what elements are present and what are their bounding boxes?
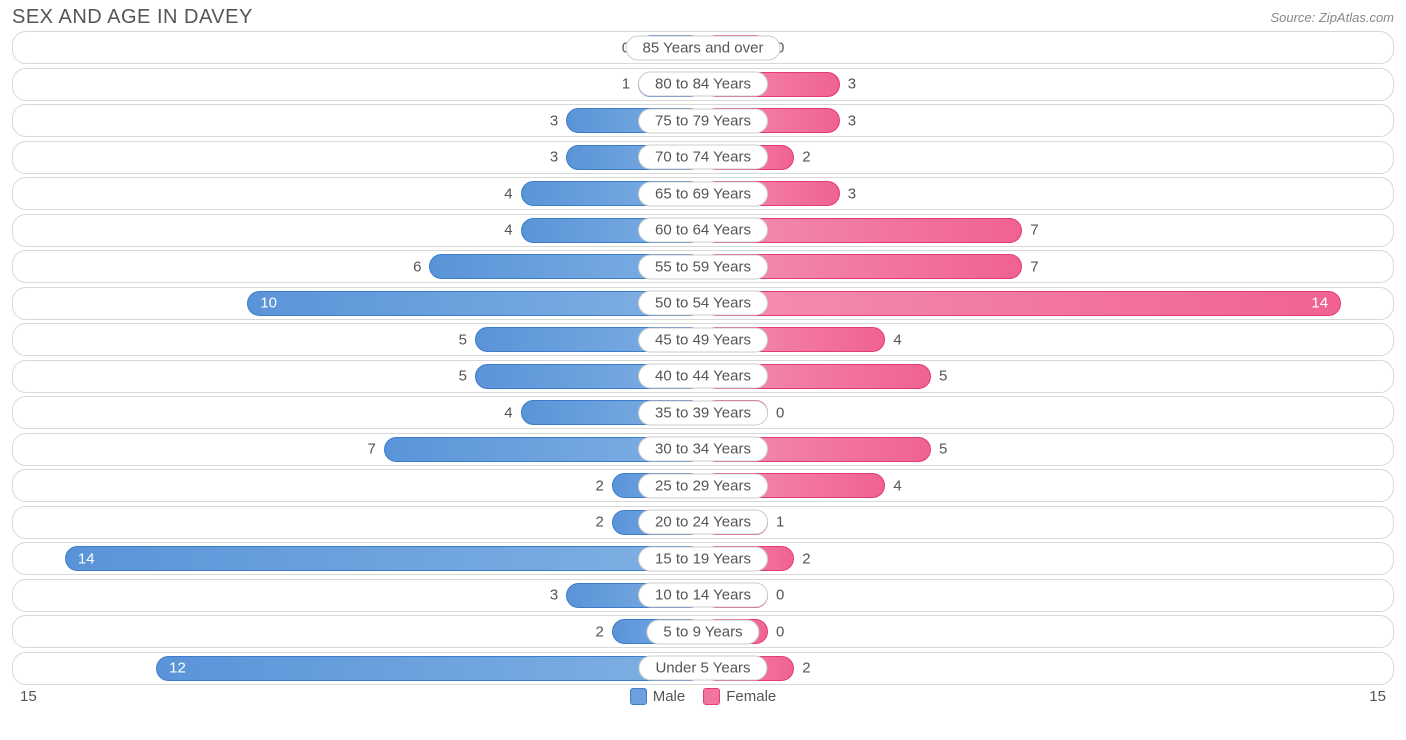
axis-left-end: 15 (20, 688, 37, 705)
male-value-label: 7 (367, 441, 375, 458)
chart-footer: 15 Male Female 15 (0, 688, 1406, 705)
age-category-label: 65 to 69 Years (638, 181, 768, 206)
age-category-label: 50 to 54 Years (638, 291, 768, 316)
male-value-label: 6 (413, 258, 421, 275)
pyramid-row: 5 4 45 to 49 Years (12, 323, 1394, 356)
female-value-label: 7 (1030, 258, 1038, 275)
female-value-label: 3 (848, 185, 856, 202)
age-category-label: 70 to 74 Years (638, 145, 768, 170)
chart-title: SEX AND AGE IN DAVEY (12, 6, 253, 29)
age-category-label: 25 to 29 Years (638, 473, 768, 498)
age-category-label: 20 to 24 Years (638, 510, 768, 535)
female-value-label: 2 (802, 149, 810, 166)
age-category-label: 55 to 59 Years (638, 254, 768, 279)
male-bar (65, 546, 703, 571)
chart-header: SEX AND AGE IN DAVEY Source: ZipAtlas.co… (0, 0, 1406, 29)
legend-male-label: Male (653, 688, 686, 705)
legend: Male Female (630, 688, 777, 705)
female-value-label: 1 (776, 514, 784, 531)
pyramid-row: 10 14 50 to 54 Years (12, 287, 1394, 320)
female-value-label: 0 (776, 587, 784, 604)
pyramid-row: 12 2 Under 5 Years (12, 652, 1394, 685)
female-value-label: 4 (893, 331, 901, 348)
pyramid-row: 14 2 15 to 19 Years (12, 542, 1394, 575)
female-value-label: 5 (939, 441, 947, 458)
male-value-label: 2 (595, 477, 603, 494)
male-value-label: 2 (595, 623, 603, 640)
age-category-label: 10 to 14 Years (638, 583, 768, 608)
male-value-label: 12 (169, 660, 186, 677)
male-bar (156, 656, 703, 681)
female-swatch-icon (703, 688, 720, 705)
pyramid-row: 4 0 35 to 39 Years (12, 396, 1394, 429)
pyramid-row: 3 3 75 to 79 Years (12, 104, 1394, 137)
female-value-label: 2 (802, 660, 810, 677)
pyramid-row: 7 5 30 to 34 Years (12, 433, 1394, 466)
age-category-label: 75 to 79 Years (638, 108, 768, 133)
pyramid-row: 2 4 25 to 29 Years (12, 469, 1394, 502)
female-value-label: 3 (848, 112, 856, 129)
female-bar (703, 291, 1341, 316)
male-value-label: 1 (622, 76, 630, 93)
legend-item-female: Female (703, 688, 776, 705)
age-category-label: 80 to 84 Years (638, 72, 768, 97)
age-category-label: 15 to 19 Years (638, 546, 768, 571)
pyramid-row: 2 1 20 to 24 Years (12, 506, 1394, 539)
male-value-label: 3 (550, 149, 558, 166)
pyramid-row: 4 7 60 to 64 Years (12, 214, 1394, 247)
pyramid-row: 4 3 65 to 69 Years (12, 177, 1394, 210)
pyramid-row: 3 0 10 to 14 Years (12, 579, 1394, 612)
age-category-label: 5 to 9 Years (646, 619, 759, 644)
male-value-label: 2 (595, 514, 603, 531)
male-value-label: 4 (504, 404, 512, 421)
age-category-label: 35 to 39 Years (638, 400, 768, 425)
male-value-label: 10 (260, 295, 277, 312)
pyramid-row: 5 5 40 to 44 Years (12, 360, 1394, 393)
chart-source: Source: ZipAtlas.com (1270, 10, 1394, 25)
axis-right-end: 15 (1369, 688, 1386, 705)
age-category-label: 40 to 44 Years (638, 364, 768, 389)
female-value-label: 14 (1311, 295, 1328, 312)
male-value-label: 4 (504, 222, 512, 239)
female-value-label: 4 (893, 477, 901, 494)
age-category-label: Under 5 Years (638, 656, 767, 681)
male-value-label: 14 (78, 550, 95, 567)
legend-female-label: Female (726, 688, 776, 705)
male-swatch-icon (630, 688, 647, 705)
male-bar (247, 291, 703, 316)
male-value-label: 3 (550, 587, 558, 604)
pyramid-row: 1 3 80 to 84 Years (12, 68, 1394, 101)
pyramid-row: 3 2 70 to 74 Years (12, 141, 1394, 174)
female-value-label: 3 (848, 76, 856, 93)
pyramid-row: 6 7 55 to 59 Years (12, 250, 1394, 283)
legend-item-male: Male (630, 688, 686, 705)
female-value-label: 2 (802, 550, 810, 567)
age-category-label: 30 to 34 Years (638, 437, 768, 462)
male-value-label: 3 (550, 112, 558, 129)
male-value-label: 4 (504, 185, 512, 202)
male-value-label: 5 (459, 331, 467, 348)
pyramid-row: 0085 Years and over (12, 31, 1394, 64)
age-category-label: 45 to 49 Years (638, 327, 768, 352)
female-value-label: 7 (1030, 222, 1038, 239)
pyramid-row: 2 0 5 to 9 Years (12, 615, 1394, 648)
male-value-label: 5 (459, 368, 467, 385)
population-pyramid-chart: 0085 Years and over1380 to 84 Years3375 … (0, 29, 1406, 685)
age-category-label: 60 to 64 Years (638, 218, 768, 243)
female-value-label: 5 (939, 368, 947, 385)
female-value-label: 0 (776, 623, 784, 640)
age-category-label: 85 Years and over (626, 35, 781, 60)
female-value-label: 0 (776, 404, 784, 421)
